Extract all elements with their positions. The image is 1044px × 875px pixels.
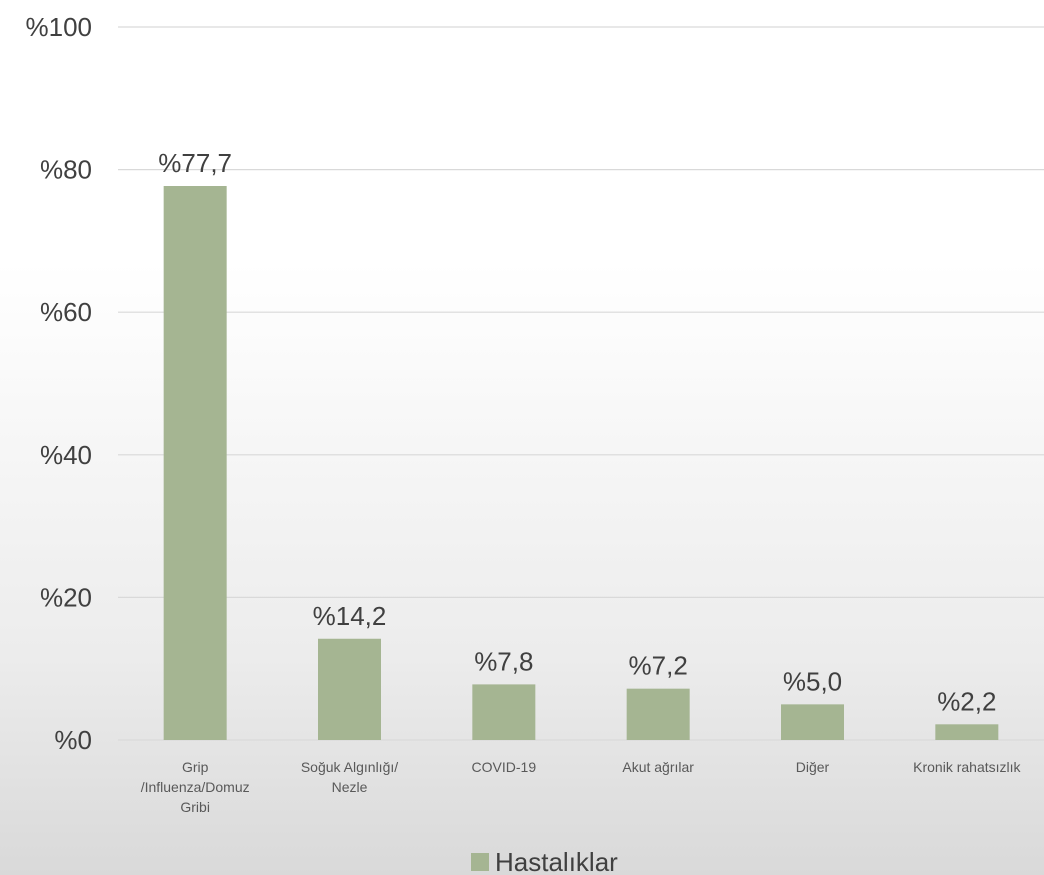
y-tick-label: %20 [40,582,92,612]
data-label: %7,8 [474,646,533,676]
data-labels: %77,7 %14,2 %7,8 %7,2 %5,0 %2,2 [158,148,996,716]
y-tick-label: %60 [40,297,92,327]
category-label: Akut ağrılar [622,759,694,775]
bar [318,638,381,740]
category-label: Grip/Influenza/Domuz Gribi [141,759,250,815]
y-tick-label: %80 [40,155,92,185]
legend-swatch [471,853,489,871]
bar [472,684,536,740]
category-label: COVID-19 [472,759,537,775]
category-label: Soğuk Algınlığı/Nezle [301,759,398,795]
y-axis-ticks: %0 %20 %40 %60 %80 %100 [26,12,93,755]
bar [935,724,999,740]
category-label: Kronik rahatsızlık [913,759,1021,775]
gridlines [118,26,1044,741]
y-tick-label: %100 [26,12,93,42]
bars [163,185,999,740]
bar [781,704,844,740]
legend-label: Hastalıklar [495,847,618,875]
category-label-line: Diğer [796,759,830,775]
category-label-line: Grip [182,759,209,775]
y-tick-label: %0 [54,725,92,755]
category-label-line: Akut ağrılar [622,759,694,775]
data-label: %77,7 [158,148,232,178]
data-label: %5,0 [783,666,842,696]
data-label: %7,2 [629,651,688,681]
data-label: %2,2 [937,686,996,716]
category-label-line: Kronik rahatsızlık [913,759,1021,775]
category-label-line: Gribi [180,799,210,815]
legend: Hastalıklar [471,847,618,875]
category-label-line: COVID-19 [472,759,537,775]
category-label-line: Nezle [332,779,368,795]
category-label: Diğer [796,759,830,775]
category-label-line: Soğuk Algınlığı/ [301,759,398,775]
category-label-line: /Influenza/Domuz [141,779,250,795]
bar [626,688,690,740]
x-axis-categories: Grip/Influenza/Domuz Gribi Soğuk Algınlığı… [141,759,1022,815]
y-tick-label: %40 [40,440,92,470]
bar [163,185,227,740]
data-label: %14,2 [313,601,387,631]
